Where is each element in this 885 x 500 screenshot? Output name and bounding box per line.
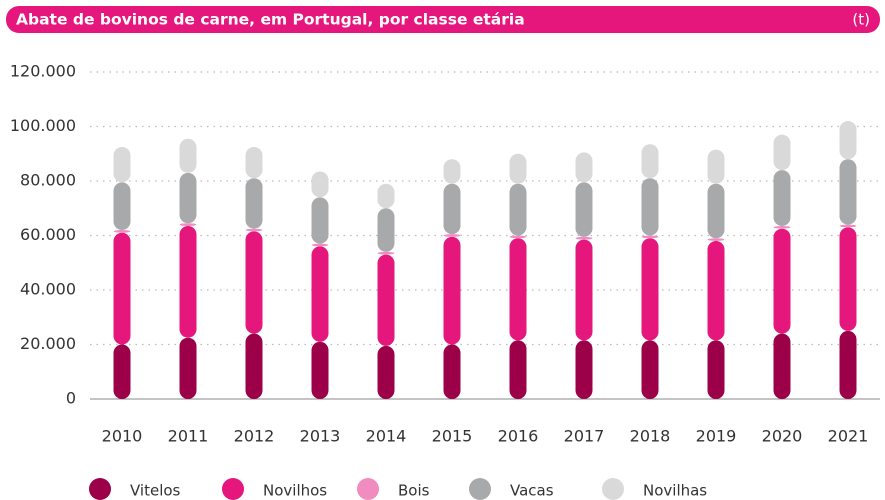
legend-swatch bbox=[357, 478, 379, 500]
x-tick-label: 2015 bbox=[432, 427, 473, 446]
chart-title: Abate de bovinos de carne, em Portugal, … bbox=[16, 11, 525, 29]
bar-segment bbox=[377, 251, 395, 255]
bar-segment bbox=[245, 146, 263, 179]
bar-segment bbox=[641, 238, 659, 341]
bar-segment bbox=[641, 235, 659, 239]
bar-segment bbox=[509, 183, 527, 236]
bar-segment bbox=[773, 134, 791, 171]
bar-segment bbox=[773, 170, 791, 226]
bar-segment bbox=[377, 208, 395, 252]
bar-segment bbox=[113, 232, 131, 345]
unit-label: (t) bbox=[852, 11, 870, 29]
y-tick-label: 40.000 bbox=[20, 280, 76, 299]
x-tick-label: 2018 bbox=[630, 427, 671, 446]
bar-segment bbox=[575, 239, 593, 341]
x-tick-label: 2019 bbox=[696, 427, 737, 446]
bar-segment bbox=[377, 183, 395, 209]
y-tick-label: 60.000 bbox=[20, 225, 76, 244]
bar-segment bbox=[839, 121, 857, 160]
x-tick-label: 2014 bbox=[366, 427, 407, 446]
bar-segment bbox=[311, 197, 329, 244]
y-tick-label: 80.000 bbox=[20, 171, 76, 190]
bar-segment bbox=[443, 236, 461, 345]
bar-segment bbox=[509, 340, 527, 399]
x-tick-label: 2020 bbox=[762, 427, 803, 446]
bar-segment bbox=[311, 171, 329, 198]
y-tick-label: 120.000 bbox=[10, 62, 76, 81]
bar-segment bbox=[179, 172, 197, 224]
bar-segment bbox=[179, 225, 197, 338]
legend-label: Vacas bbox=[510, 482, 554, 500]
bar-segment bbox=[179, 223, 197, 226]
x-tick-label: 2016 bbox=[498, 427, 539, 446]
bar-segment bbox=[641, 144, 659, 179]
bar-segment bbox=[443, 234, 461, 237]
bar-segment bbox=[773, 225, 791, 229]
x-tick-label: 2021 bbox=[828, 427, 869, 446]
bar-segment bbox=[245, 228, 263, 232]
y-tick-label: 0 bbox=[66, 389, 76, 408]
x-tick-label: 2017 bbox=[564, 427, 605, 446]
bar-segment bbox=[575, 236, 593, 240]
bar-segment bbox=[113, 230, 131, 233]
legend-swatch bbox=[602, 478, 624, 500]
bar-segment bbox=[839, 227, 857, 331]
x-tick-label: 2013 bbox=[300, 427, 341, 446]
x-tick-label: 2012 bbox=[234, 427, 275, 446]
legend-swatch bbox=[89, 478, 111, 500]
bar-segment bbox=[839, 159, 857, 225]
bar-segment bbox=[179, 337, 197, 399]
bar-segment bbox=[509, 153, 527, 184]
bar-segment bbox=[245, 178, 263, 229]
legend-label: Novilhas bbox=[643, 482, 707, 500]
bar-segment bbox=[443, 183, 461, 235]
bar-segment bbox=[113, 146, 131, 183]
bar-segment bbox=[509, 238, 527, 341]
bar-segment bbox=[311, 341, 329, 399]
bar-segment bbox=[113, 344, 131, 399]
bar-segment bbox=[773, 333, 791, 399]
bar-segment bbox=[707, 238, 725, 241]
bar-segment bbox=[707, 340, 725, 399]
bar-segment bbox=[641, 178, 659, 236]
bar-segment bbox=[245, 231, 263, 334]
legend-label: Novilhos bbox=[263, 482, 327, 500]
bar-segment bbox=[311, 246, 329, 342]
bar-segment bbox=[575, 152, 593, 183]
bar-segment bbox=[707, 183, 725, 239]
bar-segment bbox=[443, 344, 461, 399]
bar-segment bbox=[575, 340, 593, 399]
bar-segment bbox=[839, 224, 857, 228]
legend-swatch bbox=[469, 478, 491, 500]
bar-segment bbox=[509, 235, 527, 239]
y-tick-label: 100.000 bbox=[10, 116, 76, 135]
bar-segment bbox=[245, 333, 263, 399]
x-tick-label: 2010 bbox=[102, 427, 143, 446]
bar-segment bbox=[641, 340, 659, 399]
legend-label: Vitelos bbox=[130, 482, 181, 500]
bar-segment bbox=[707, 240, 725, 341]
bar-segment bbox=[707, 149, 725, 184]
x-tick-label: 2011 bbox=[168, 427, 209, 446]
bar-segment bbox=[443, 159, 461, 184]
bar-segment bbox=[575, 182, 593, 237]
bar-segment bbox=[311, 243, 329, 247]
bar-segment bbox=[179, 138, 197, 173]
bar-segment bbox=[773, 228, 791, 334]
bar-segment bbox=[113, 182, 131, 231]
legend-swatch bbox=[222, 478, 244, 500]
bar-segment bbox=[839, 330, 857, 399]
bar-segment bbox=[377, 345, 395, 399]
title-bar bbox=[6, 6, 880, 33]
y-tick-label: 20.000 bbox=[20, 334, 76, 353]
legend-label: Bois bbox=[398, 482, 430, 500]
bar-segment bbox=[377, 254, 395, 346]
